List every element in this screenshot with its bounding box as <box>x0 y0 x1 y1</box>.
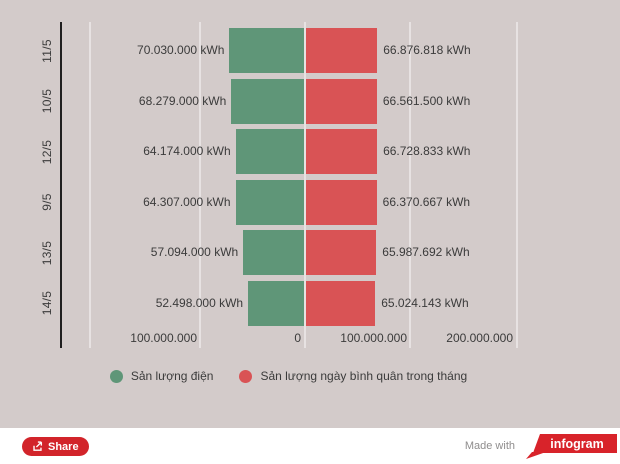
red-bar <box>306 78 377 124</box>
infogram-logo[interactable]: infogram <box>523 433 617 459</box>
legend-label: Sản lượng điện <box>130 369 214 383</box>
red-legend-dot-icon <box>239 369 253 383</box>
red-bar <box>306 230 377 275</box>
green-bar <box>231 78 304 124</box>
green-bar <box>229 28 304 73</box>
category-label: 11/5 <box>40 38 54 63</box>
x-axis-tick-label: 100.000.000 <box>130 331 197 345</box>
red-bar <box>306 28 378 73</box>
left-value-label: 64.307.000 kWh <box>143 194 231 209</box>
gridline <box>516 22 518 348</box>
right-value-label: 66.728.833 kWh <box>383 144 471 158</box>
legend: Sản lượng điện Sản lượng ngày bình quân … <box>60 366 517 386</box>
attribution: Made with infogram <box>465 432 617 460</box>
gridline <box>89 22 91 348</box>
right-value-label: 66.561.500 kWh <box>382 93 471 108</box>
chart-row: 9/5 64.307.000 kWh 66.370.667 kWh <box>0 179 620 225</box>
y-axis-line <box>60 22 62 348</box>
x-axis-tick-label: 100.000.000 <box>340 331 407 345</box>
green-bar <box>235 179 304 225</box>
left-value-label: 52.498.000 kWh <box>155 295 244 310</box>
left-value-label: 57.094.000 kWh <box>150 245 239 259</box>
category-label: 14/5 <box>40 290 54 316</box>
infogram-logo-text: infogram <box>550 437 603 451</box>
legend-item-production[interactable]: Sản lượng điện <box>109 369 214 383</box>
green-bar <box>248 280 304 326</box>
share-button[interactable]: Share <box>22 437 89 456</box>
red-bar <box>306 280 376 326</box>
green-bar <box>243 230 304 275</box>
red-bar <box>306 179 377 225</box>
gridline-zero <box>304 22 306 348</box>
category-label: 12/5 <box>40 139 54 164</box>
gridline <box>409 22 411 348</box>
category-label: 9/5 <box>40 193 54 211</box>
x-axis-tick-label: 0 <box>294 331 301 345</box>
green-bar <box>235 129 304 174</box>
left-value-label: 70.030.000 kWh <box>137 43 225 57</box>
right-value-label: 65.987.692 kWh <box>382 245 470 259</box>
red-bar <box>306 129 378 174</box>
right-value-label: 66.876.818 kWh <box>383 43 471 57</box>
share-button-label: Share <box>48 440 79 453</box>
green-legend-dot-icon <box>109 369 123 383</box>
chart-row: 13/5 57.094.000 kWh 65.987.692 kWh <box>0 230 620 275</box>
category-label: 10/5 <box>40 88 54 114</box>
chart-row: 12/5 64.174.000 kWh 66.728.833 kWh <box>0 129 620 174</box>
chart-row: 10/5 68.279.000 kWh 66.561.500 kWh <box>0 78 620 124</box>
right-value-label: 65.024.143 kWh <box>381 295 469 310</box>
chart-row: 14/5 52.498.000 kWh 65.024.143 kWh <box>0 280 620 326</box>
gridline <box>199 22 201 348</box>
left-value-label: 64.174.000 kWh <box>143 144 231 158</box>
embed-footer: Share Made with infogram <box>0 428 620 464</box>
chart-row: 11/5 70.030.000 kWh 66.876.818 kWh <box>0 28 620 73</box>
legend-label: Sản lượng ngày bình quân trong tháng <box>260 369 468 383</box>
legend-item-monthly-average[interactable]: Sản lượng ngày bình quân trong tháng <box>239 369 467 383</box>
share-icon <box>32 441 43 452</box>
x-axis-tick-label: 200.000.000 <box>446 331 513 345</box>
left-value-label: 68.279.000 kWh <box>138 93 227 108</box>
category-label: 13/5 <box>40 240 54 265</box>
made-with-label: Made with <box>464 440 515 452</box>
right-value-label: 66.370.667 kWh <box>382 194 471 209</box>
chart-area: 11/5 70.030.000 kWh 66.876.818 kWh 10/5 … <box>0 0 620 428</box>
